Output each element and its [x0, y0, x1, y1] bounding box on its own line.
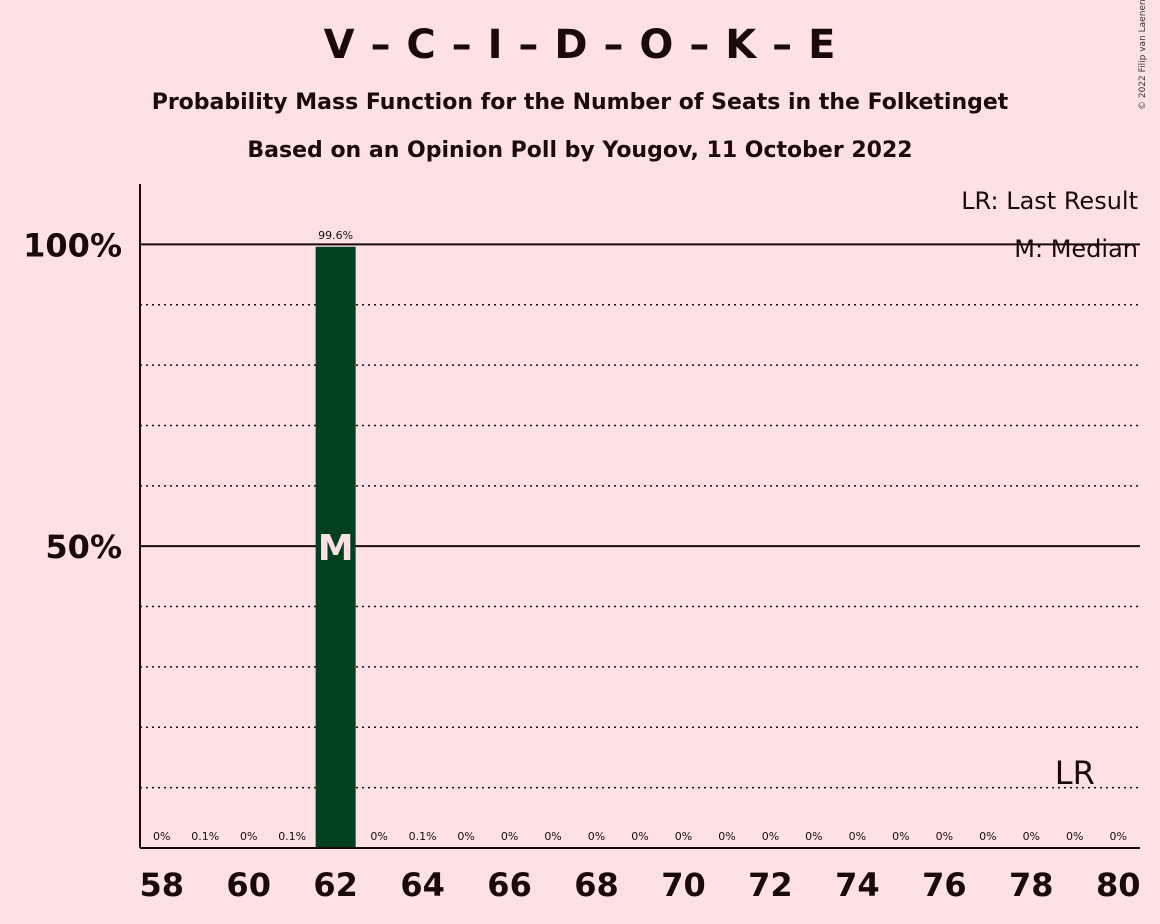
- value-label-seats-67: 0%: [544, 830, 561, 843]
- value-label-seats-58: 0%: [153, 830, 170, 843]
- median-marker: M: [318, 528, 354, 569]
- x-tick-label: 64: [400, 866, 445, 904]
- x-tick-label: 66: [487, 866, 532, 904]
- value-label-seats-76: 0%: [936, 830, 953, 843]
- x-tick-label: 78: [1009, 866, 1054, 904]
- value-label-seats-77: 0%: [979, 830, 996, 843]
- x-tick-label: 62: [313, 866, 358, 904]
- value-label-seats-74: 0%: [849, 830, 866, 843]
- legend-last-result: LR: Last Result: [961, 187, 1138, 215]
- chart-title: V – C – I – D – O – K – E: [323, 22, 837, 68]
- x-tick-label: 70: [661, 866, 706, 904]
- value-label-seats-60: 0%: [240, 830, 257, 843]
- value-label-seats-69: 0%: [631, 830, 648, 843]
- value-label-seats-72: 0%: [762, 830, 779, 843]
- value-label-seats-62: 99.6%: [318, 229, 353, 242]
- value-label-seats-64: 0.1%: [409, 830, 437, 843]
- value-label-seats-80: 0%: [1110, 830, 1127, 843]
- tick-labels: 58 60 62 64 66 68 70 72 74 76 78 80 50% 100%: [23, 226, 1140, 904]
- x-tick-label: 72: [748, 866, 793, 904]
- value-label-seats-73: 0%: [805, 830, 822, 843]
- x-tick-label: 76: [922, 866, 967, 904]
- value-label-seats-65: 0%: [457, 830, 474, 843]
- legend-median: M: Median: [1014, 235, 1138, 263]
- value-label-seats-63: 0%: [370, 830, 387, 843]
- y-tick-label: 50%: [45, 528, 122, 566]
- value-labels: 0% 0.1% 0% 0.1% 99.6% 0% 0.1% 0% 0% 0% 0% 0% 0% 0% 0% 0…: [153, 229, 1127, 843]
- value-label-seats-66: 0%: [501, 830, 518, 843]
- bar-seats-62: [315, 246, 356, 848]
- value-label-seats-78: 0%: [1023, 830, 1040, 843]
- value-label-seats-61: 0.1%: [278, 830, 306, 843]
- chart-source-line: Based on an Opinion Poll by Yougov, 11 O…: [247, 138, 913, 163]
- last-result-marker: LR: [1055, 754, 1095, 792]
- value-label-seats-70: 0%: [675, 830, 692, 843]
- value-label-seats-68: 0%: [588, 830, 605, 843]
- x-tick-label: 58: [139, 866, 184, 904]
- value-label-seats-75: 0%: [892, 830, 909, 843]
- x-tick-label: 68: [574, 866, 619, 904]
- value-label-seats-71: 0%: [718, 830, 735, 843]
- legend: LR: Last Result M: Median: [961, 187, 1138, 263]
- chart-subtitle: Probability Mass Function for the Number…: [151, 90, 1009, 115]
- value-label-seats-59: 0.1%: [191, 830, 219, 843]
- x-tick-label: 80: [1096, 866, 1141, 904]
- x-tick-label: 74: [835, 866, 880, 904]
- y-tick-label: 100%: [23, 226, 122, 264]
- bars: M LR: [185, 246, 1095, 848]
- value-label-seats-79: 0%: [1066, 830, 1083, 843]
- gridlines: [140, 243, 1140, 789]
- x-tick-label: 60: [226, 866, 271, 904]
- axes: [139, 184, 1140, 849]
